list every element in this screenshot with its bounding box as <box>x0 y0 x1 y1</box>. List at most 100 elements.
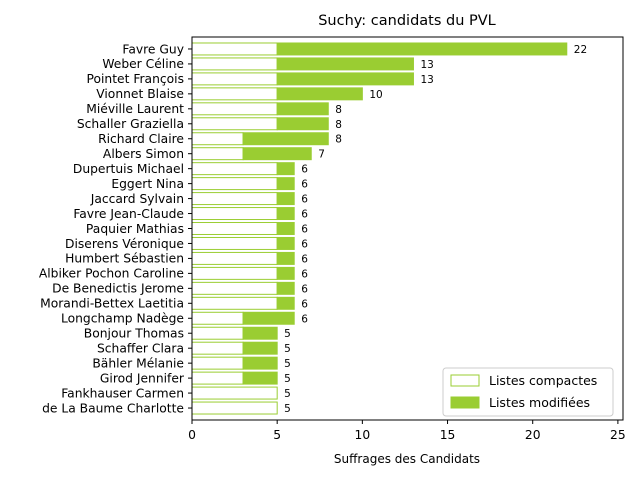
category-label: Schaffer Clara <box>97 341 184 355</box>
category-label: De Benedictis Jerome <box>52 282 184 296</box>
bar-compactes <box>191 87 278 101</box>
x-tick-label: 20 <box>525 428 541 442</box>
bar-compactes <box>191 102 278 116</box>
x-axis-label: Suffrages des Candidats <box>334 452 480 466</box>
category-label: Morandi-Bettex Laetitia <box>40 297 184 311</box>
value-label: 5 <box>284 358 291 370</box>
value-label: 8 <box>335 119 342 131</box>
bar-compactes <box>191 266 278 280</box>
bar-modifiees <box>242 356 278 370</box>
value-label: 8 <box>335 134 342 146</box>
bar-modifiees <box>276 251 295 265</box>
category-label: Diserens Véronique <box>65 237 184 251</box>
bar-compactes <box>191 72 278 86</box>
bar-modifiees <box>276 266 295 280</box>
bar-modifiees <box>276 177 295 191</box>
value-label: 13 <box>420 59 433 71</box>
bar-compactes <box>191 311 244 325</box>
bar-modifiees <box>276 102 329 116</box>
value-label: 10 <box>369 89 382 101</box>
bar-compactes <box>191 162 278 176</box>
bar-modifiees <box>242 341 278 355</box>
bar-compactes <box>191 401 278 415</box>
category-label: Jaccard Sylvain <box>90 192 184 206</box>
value-label: 5 <box>284 373 291 385</box>
bar-modifiees <box>276 222 295 235</box>
category-label: Bonjour Thomas <box>84 327 184 341</box>
category-label: Fankhauser Carmen <box>61 386 184 400</box>
category-label: Richard Claire <box>98 132 184 146</box>
bar-modifiees <box>276 281 295 295</box>
value-label: 6 <box>301 253 308 265</box>
category-label: Pointet François <box>87 72 185 86</box>
value-label: 6 <box>301 224 308 236</box>
bar-compactes <box>191 192 278 206</box>
category-label: Miéville Laurent <box>86 102 184 116</box>
bar-modifiees <box>242 132 329 146</box>
bar-modifiees <box>242 147 312 161</box>
bar-compactes <box>191 386 278 400</box>
value-label: 5 <box>284 403 291 415</box>
x-tick-label: 10 <box>355 428 371 442</box>
value-label: 6 <box>301 164 308 176</box>
value-label: 13 <box>420 74 433 86</box>
category-label: Humbert Sébastien <box>65 252 184 266</box>
bar-modifiees <box>276 207 295 221</box>
chart-title: Suchy: candidats du PVL <box>318 13 496 29</box>
bar-modifiees <box>242 326 278 340</box>
bar-compactes <box>191 281 278 295</box>
bar-compactes <box>191 57 278 71</box>
legend-swatch-modifiees <box>450 396 480 409</box>
bar-modifiees <box>276 192 295 206</box>
category-label: Schaller Graziella <box>77 117 184 131</box>
bar-compactes <box>191 326 244 340</box>
bar-modifiees <box>276 236 295 250</box>
bars-layer <box>191 42 568 415</box>
value-label: 22 <box>574 44 587 56</box>
bar-compactes <box>191 356 244 370</box>
value-label: 6 <box>301 238 308 250</box>
bar-compactes <box>191 341 244 355</box>
category-label: Longchamp Nadège <box>61 312 184 326</box>
bar-compactes <box>191 222 278 235</box>
legend-label-modifiees: Listes modifiées <box>489 395 590 410</box>
x-tick-label: 25 <box>610 428 626 442</box>
x-tick-label: 15 <box>440 428 456 442</box>
category-label: Bähler Mélanie <box>92 356 184 370</box>
value-label: 7 <box>318 149 325 161</box>
value-label: 5 <box>284 328 291 340</box>
legend-label-compactes: Listes compactes <box>489 373 597 388</box>
category-label: Girod Jennifer <box>100 371 185 385</box>
value-label: 6 <box>301 313 308 325</box>
x-axis: 0 5 10 15 20 25 <box>188 420 626 442</box>
category-label: Eggert Nina <box>111 177 184 191</box>
value-label: 6 <box>301 298 308 310</box>
legend: Listes compactes Listes modifiées <box>442 367 614 417</box>
bar-compactes <box>191 251 278 265</box>
bar-compactes <box>191 236 278 250</box>
legend-swatch-compactes <box>450 374 480 387</box>
bar-compactes <box>191 132 244 146</box>
category-label: de La Baume Charlotte <box>42 401 184 415</box>
plot-frame <box>191 36 624 421</box>
value-label: 6 <box>301 268 308 280</box>
category-label: Paquier Mathias <box>86 222 184 236</box>
category-label: Weber Céline <box>102 57 184 71</box>
value-label: 6 <box>301 179 308 191</box>
bar-compactes <box>191 147 244 161</box>
category-label: Favre Guy <box>122 42 184 56</box>
value-label: 6 <box>301 209 308 221</box>
bar-modifiees <box>276 296 295 310</box>
bar-compactes <box>191 117 278 131</box>
bar-modifiees <box>276 117 329 131</box>
category-label: Albiker Pochon Caroline <box>39 267 184 281</box>
value-label: 6 <box>301 194 308 206</box>
x-tick-label: 0 <box>188 428 196 442</box>
bar-compactes <box>191 207 278 221</box>
value-label: 6 <box>301 283 308 295</box>
bar-modifiees <box>276 162 295 176</box>
bar-modifiees <box>242 371 278 385</box>
